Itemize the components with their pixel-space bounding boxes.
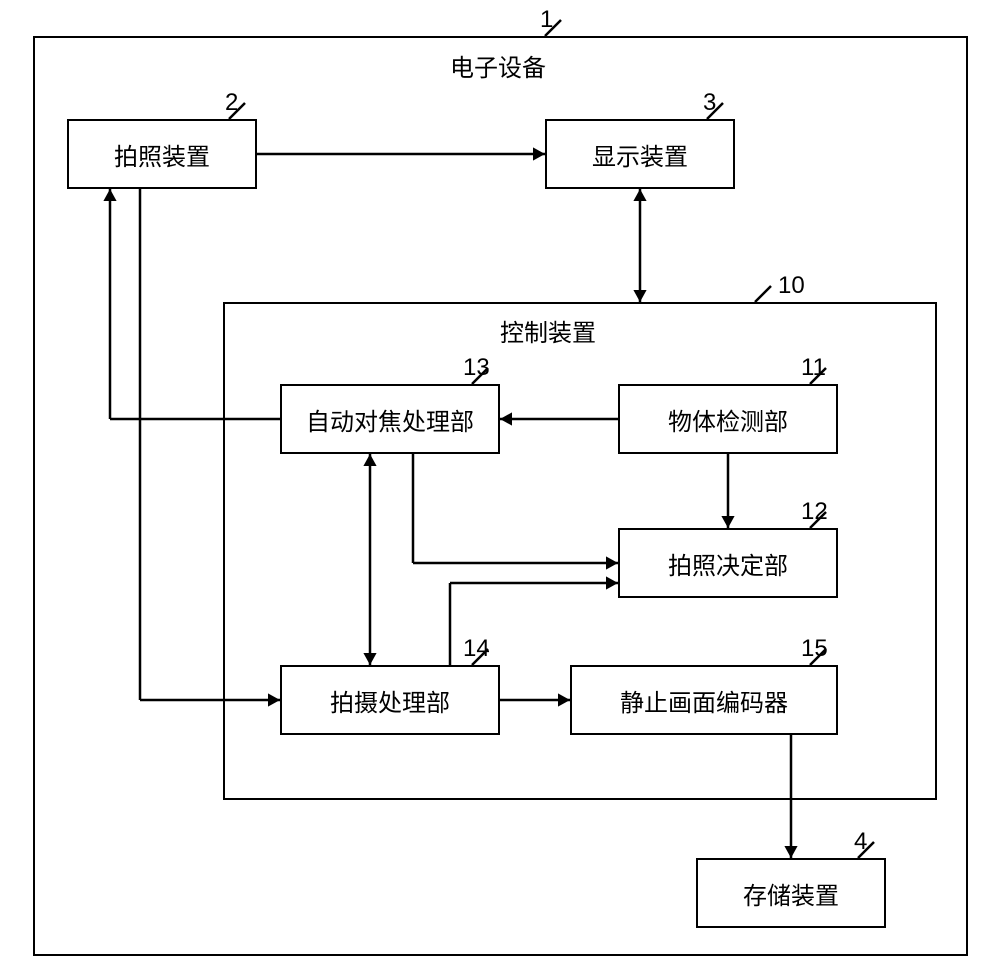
node-detect-label: 物体检测部: [668, 402, 788, 437]
node-af: 自动对焦处理部: [280, 384, 500, 454]
container-outer-label: 电子设备: [450, 48, 546, 83]
node-decide: 拍照决定部: [618, 528, 838, 598]
container-inner-leader-label: 10: [778, 272, 805, 300]
node-display-leader-label: 3: [703, 89, 716, 117]
node-display-label: 显示装置: [592, 137, 688, 172]
node-display: 显示装置: [545, 119, 735, 189]
container-outer-leader-label: 1: [540, 6, 553, 34]
diagram-canvas: 电子设备 1 控制装置 10 拍照装置 2 显示装置 3 自动对焦处理部 13 …: [0, 0, 1000, 977]
node-storage: 存储装置: [696, 858, 886, 928]
node-encoder-label: 静止画面编码器: [620, 683, 788, 718]
node-storage-leader-label: 4: [854, 828, 867, 856]
node-camera: 拍照装置: [67, 119, 257, 189]
node-camera-leader-label: 2: [225, 89, 238, 117]
node-shoot-leader-label: 14: [463, 635, 490, 663]
node-camera-label: 拍照装置: [114, 137, 210, 172]
node-af-leader-label: 13: [463, 354, 490, 382]
container-inner-label: 控制装置: [500, 313, 596, 348]
node-decide-label: 拍照决定部: [668, 546, 788, 581]
node-encoder: 静止画面编码器: [570, 665, 838, 735]
node-storage-label: 存储装置: [743, 876, 839, 911]
node-af-label: 自动对焦处理部: [306, 402, 474, 437]
node-decide-leader-label: 12: [801, 498, 828, 526]
node-encoder-leader-label: 15: [801, 635, 828, 663]
node-shoot-label: 拍摄处理部: [330, 683, 450, 718]
node-detect: 物体检测部: [618, 384, 838, 454]
node-shoot: 拍摄处理部: [280, 665, 500, 735]
node-detect-leader-label: 11: [801, 354, 826, 382]
